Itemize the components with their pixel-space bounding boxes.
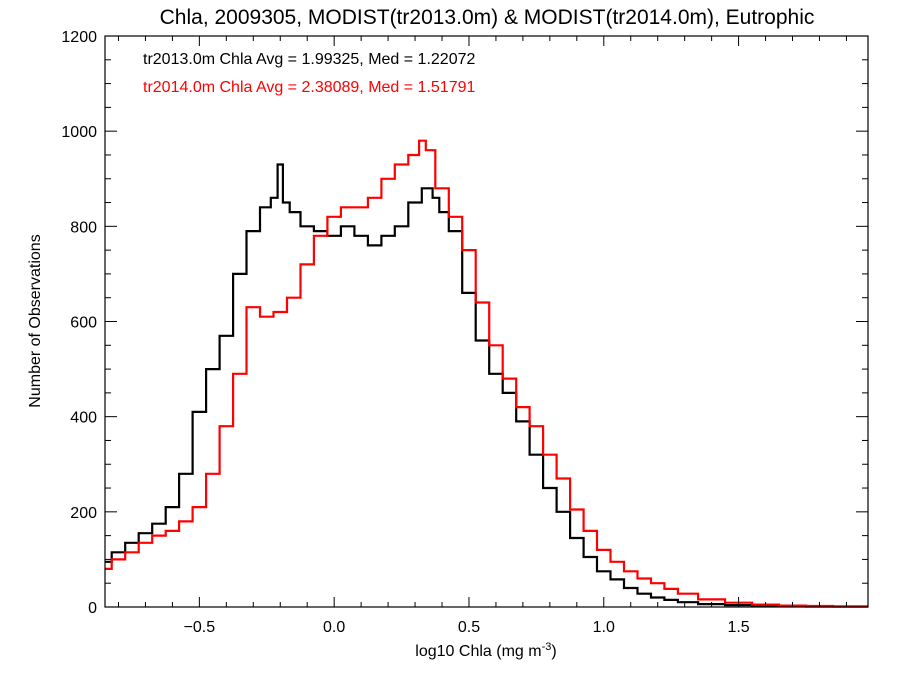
annotation-series-1: tr2013.0m Chla Avg = 1.99325, Med = 1.22… (143, 51, 475, 68)
x-axis-label-superscript: -3 (542, 641, 552, 653)
chart-title: Chla, 2009305, MODIST(tr2013.0m) & MODIS… (160, 6, 815, 29)
y-tick-label: 400 (70, 410, 97, 427)
y-tick-label: 1000 (61, 124, 97, 141)
x-tick-label: −0.5 (184, 619, 216, 636)
x-axis: −0.5 0.0 0.5 1.0 1.5 (117, 36, 847, 636)
x-axis-label: log10 Chla (mg m-3) (415, 641, 556, 660)
y-tick-label: 600 (70, 315, 97, 332)
x-tick-label: 1.5 (727, 619, 749, 636)
series-line-1 (105, 163, 868, 608)
y-axis-label: Number of Observations (27, 234, 44, 407)
x-axis-label-main: log10 Chla (mg m (415, 643, 541, 660)
x-tick-label: 0.0 (323, 619, 345, 636)
y-tick-label: 1200 (61, 29, 97, 46)
x-axis-label-end: ) (551, 643, 556, 660)
series-line-2 (105, 139, 868, 608)
x-tick-label: 0.5 (458, 619, 480, 636)
y-tick-label: 0 (88, 600, 97, 617)
plot-frame (104, 35, 869, 608)
annotation-series-2: tr2014.0m Chla Avg = 2.38089, Med = 1.51… (143, 79, 475, 96)
y-tick-label: 200 (70, 505, 97, 522)
x-tick-label: 1.0 (593, 619, 615, 636)
y-tick-label: 800 (70, 219, 97, 236)
y-axis: 0 200 400 600 800 1000 1200 (61, 29, 868, 617)
series-layer (105, 139, 868, 608)
